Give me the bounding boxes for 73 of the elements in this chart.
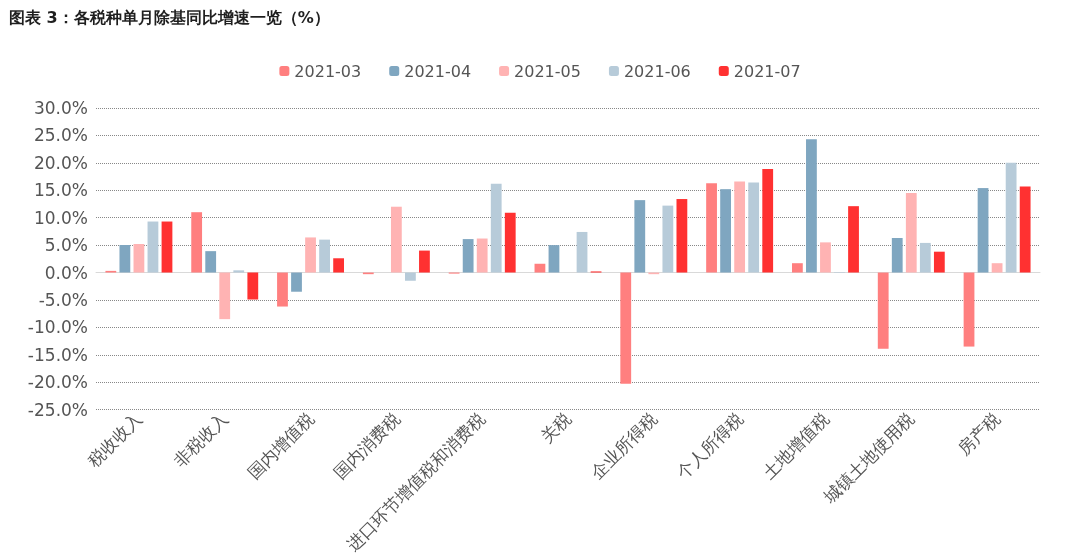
bar [791,263,803,273]
bar [277,272,288,307]
bar [147,221,159,273]
y-tick-label: 10.0% [33,207,88,228]
bar [534,263,546,273]
bar [219,272,231,320]
bar [419,250,430,273]
bar [390,206,402,273]
bar [620,272,632,384]
bar [161,221,173,273]
x-tick-label: 关税 [536,408,576,447]
bar [291,272,302,292]
legend-label: 2021-04 [404,61,472,81]
bar [476,238,488,273]
bar [820,242,831,273]
y-tick-label: -20.0% [27,372,88,393]
bar [247,272,259,300]
bar [1005,162,1017,273]
legend-label: 2021-07 [733,61,801,81]
x-tick-label: 个人所得税 [672,408,747,483]
bar [333,258,345,273]
bar [891,237,903,273]
bar [905,193,917,273]
bar [319,239,330,273]
bar [977,188,989,273]
bar [1019,186,1031,273]
x-tick-label: 土地增值税 [758,408,833,483]
y-tick-label: -10.0% [27,317,88,338]
y-tick-label: 5.0% [44,235,88,256]
bar [133,244,145,273]
x-tick-label: 企业所得税 [586,408,661,483]
x-tick-label: 房产税 [953,408,1005,459]
x-tick-label: 国内消费税 [329,408,404,483]
bar [933,251,945,273]
bar [548,245,560,273]
y-tick-label: 30.0% [33,98,88,118]
bar [119,245,131,273]
bar [919,242,931,273]
bar [305,237,316,273]
bar [462,239,474,273]
bar [762,168,774,273]
chart-title: 图表 3：各税种单月除基同比增速一览（%） [9,7,330,27]
legend-label: 2021-03 [294,61,362,81]
bar [734,181,746,273]
bar [991,263,1003,273]
bar [504,212,516,273]
bar [191,212,203,273]
bar [405,272,416,281]
bar [848,206,859,273]
bar [233,270,245,273]
bar [720,189,731,273]
bar [963,272,975,347]
y-tick-label: 25.0% [33,125,88,146]
legend-label: 2021-06 [623,61,691,81]
y-tick-label: 0.0% [44,262,88,283]
bar [748,182,760,273]
bar [634,200,646,273]
bar [662,205,674,273]
bar [676,199,688,273]
x-tick-label: 非税收入 [169,408,232,471]
y-tick-label: -15.0% [27,344,88,365]
bar [205,251,217,273]
bar [576,231,588,273]
y-tick-label: -25.0% [27,399,88,420]
y-tick-label: 20.0% [33,152,88,173]
y-tick-label: 15.0% [33,180,88,201]
bar [806,139,817,273]
bar [490,183,502,273]
y-tick-label: -5.0% [38,289,88,310]
legend-label: 2021-05 [514,61,581,81]
bar [877,272,889,349]
x-tick-label: 国内增值税 [243,408,318,483]
bar [706,183,717,273]
